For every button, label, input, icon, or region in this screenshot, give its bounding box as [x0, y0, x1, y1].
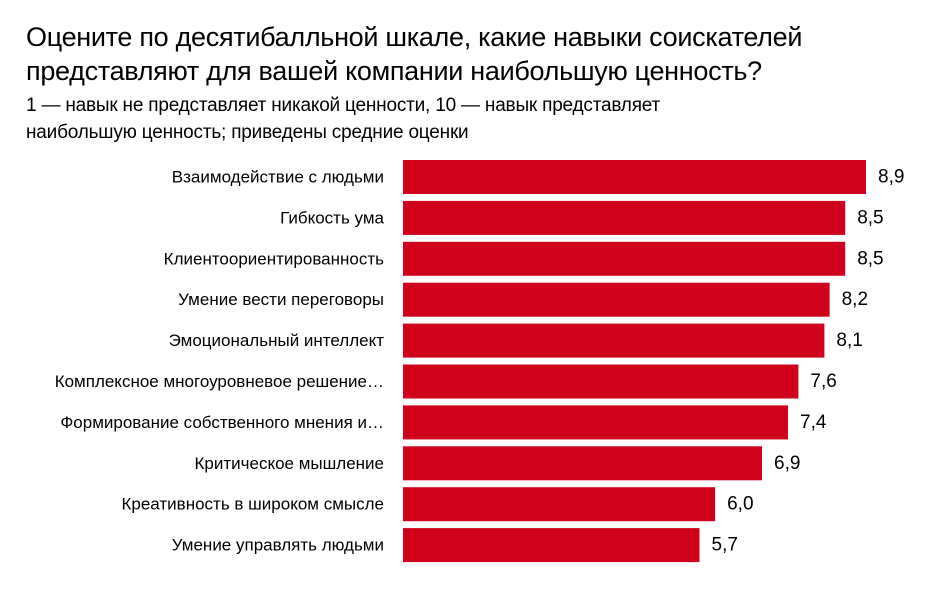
bar [403, 283, 830, 317]
category-label: Критическое мышление [195, 454, 384, 473]
value-label: 8,2 [842, 289, 868, 310]
value-label: 8,5 [857, 207, 883, 228]
value-label: 7,4 [800, 412, 827, 433]
bar [403, 487, 715, 521]
bar [403, 528, 700, 562]
bar [403, 446, 762, 480]
bar [403, 201, 845, 235]
category-label: Умение управлять людьми [172, 536, 384, 555]
category-label: Формирование собственного мнения и… [60, 413, 384, 432]
bar [403, 365, 798, 399]
value-label: 8,9 [878, 167, 904, 188]
value-label: 6,0 [727, 494, 753, 515]
category-label: Креативность в широком смысле [122, 495, 385, 514]
category-label: Гибкость ума [280, 208, 384, 227]
value-label: 6,9 [774, 453, 800, 474]
value-label: 8,1 [836, 330, 862, 351]
bar [403, 405, 788, 439]
category-label: Комплексное многоуровневое решение… [55, 372, 384, 391]
category-label: Клиентоориентированность [164, 249, 384, 268]
category-label: Эмоциональный интеллект [169, 331, 385, 350]
value-label: 7,6 [810, 371, 836, 392]
bar [403, 324, 824, 358]
category-label: Умение вести переговоры [178, 290, 384, 309]
category-label: Взаимодействие с людьми [172, 168, 384, 187]
value-label: 8,5 [857, 248, 883, 269]
value-label: 5,7 [712, 535, 738, 556]
bar [403, 242, 845, 276]
bar [403, 160, 866, 194]
